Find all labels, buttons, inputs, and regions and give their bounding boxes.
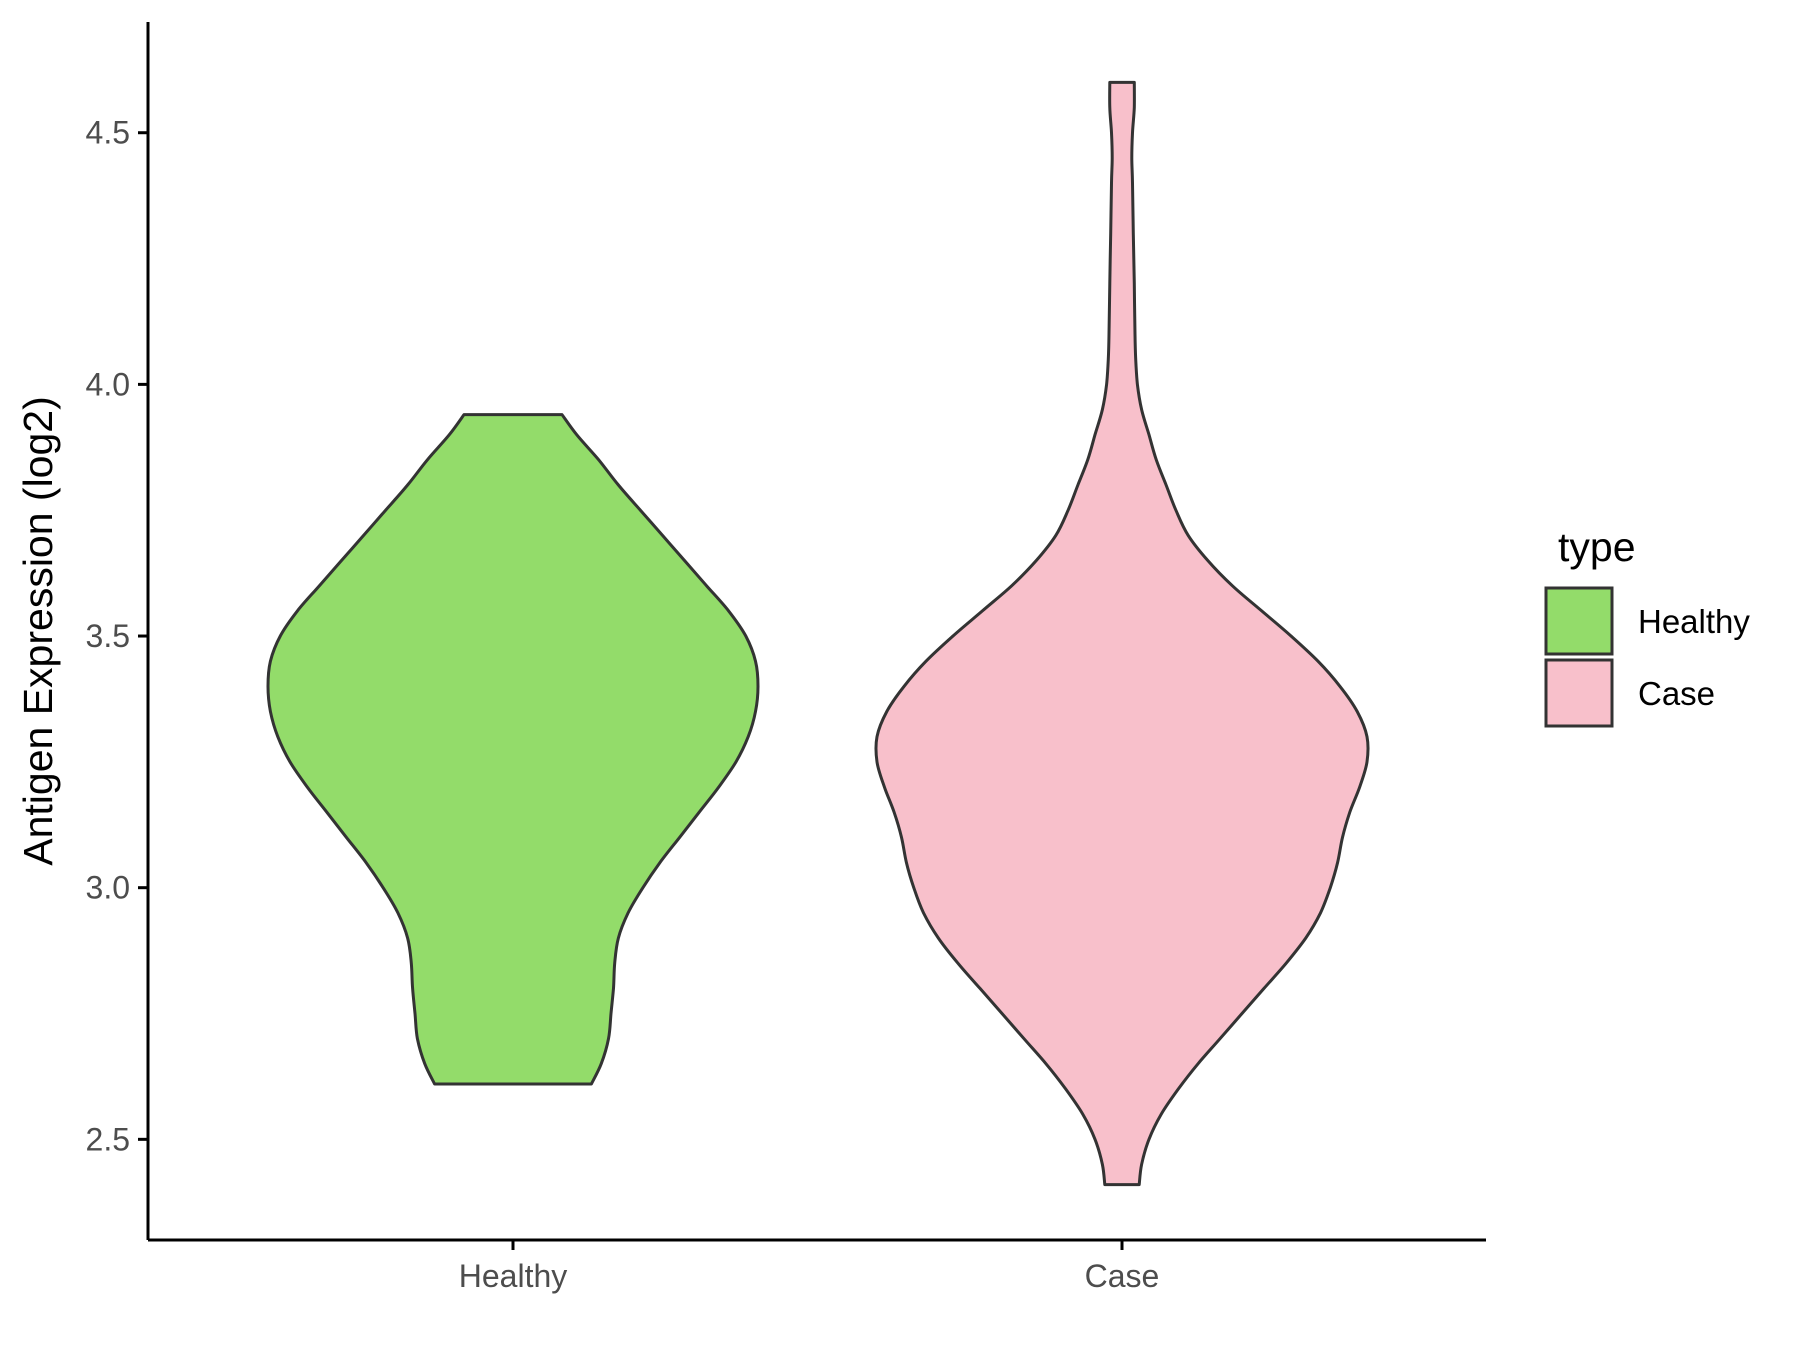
- violin-layer: [266, 80, 1370, 1187]
- violin-healthy: [266, 413, 760, 1086]
- y-axis-title: Antigen Expression (log2): [15, 396, 61, 865]
- violin-case: [874, 80, 1370, 1187]
- x-tick-label-case: Case: [1085, 1258, 1160, 1294]
- y-tick-label: 3.0: [86, 870, 130, 906]
- y-tick-label: 2.5: [86, 1121, 130, 1157]
- legend: type Healthy Case: [1544, 524, 1750, 728]
- x-axis-ticks: Healthy Case: [459, 1240, 1160, 1294]
- legend-label-healthy: Healthy: [1638, 603, 1750, 640]
- legend-label-case: Case: [1638, 675, 1715, 712]
- y-axis-ticks: 2.5 3.0 3.5 4.0 4.5: [86, 115, 148, 1157]
- legend-title: type: [1558, 524, 1636, 570]
- legend-key-healthy: [1544, 586, 1614, 656]
- legend-items: Healthy Case: [1544, 586, 1750, 728]
- plot-area: 2.5 3.0 3.5 4.0 4.5 Healthy Case: [86, 22, 1486, 1294]
- x-tick-label-healthy: Healthy: [459, 1258, 568, 1294]
- y-tick-label: 4.5: [86, 115, 130, 151]
- y-tick-label: 4.0: [86, 366, 130, 402]
- legend-key-case: [1544, 658, 1614, 728]
- y-tick-label: 3.5: [86, 618, 130, 654]
